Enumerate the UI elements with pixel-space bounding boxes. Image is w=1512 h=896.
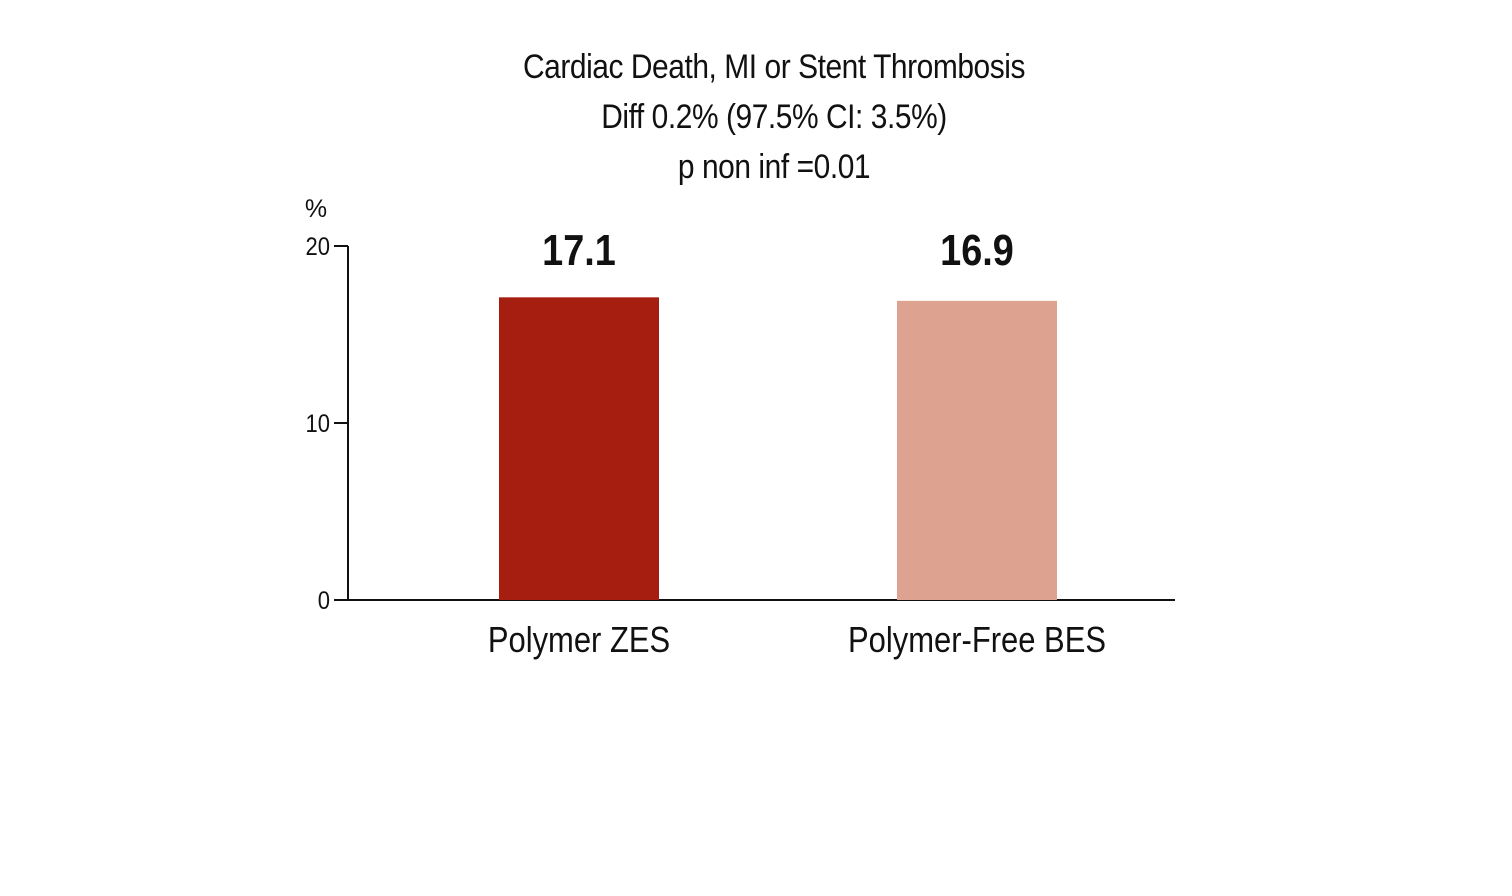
bar-value-label: 17.1 (542, 225, 616, 274)
y-axis-label: % (305, 195, 327, 223)
bars (499, 297, 1057, 600)
labels: 17.1 Polymer ZES 16.9 Polymer-Free BES (488, 225, 1106, 660)
bar (897, 300, 1057, 600)
y-tick-label: 0 (318, 587, 330, 615)
y-tick-label: 20 (306, 233, 330, 261)
chart-title-line-3: p non inf =0.01 (677, 148, 871, 186)
x-category-label: Polymer-Free BES (848, 621, 1106, 661)
x-category-label: Polymer ZES (488, 621, 670, 661)
chart-title-line-2: Diff 0.2% (97.5% CI: 3.5%) (601, 98, 947, 136)
chart-title-line-1: Cardiac Death, MI or Stent Thrombosis (522, 48, 1025, 86)
y-tick-label: 10 (306, 410, 330, 438)
bar (499, 297, 659, 600)
bar-value-label: 16.9 (940, 225, 1014, 274)
